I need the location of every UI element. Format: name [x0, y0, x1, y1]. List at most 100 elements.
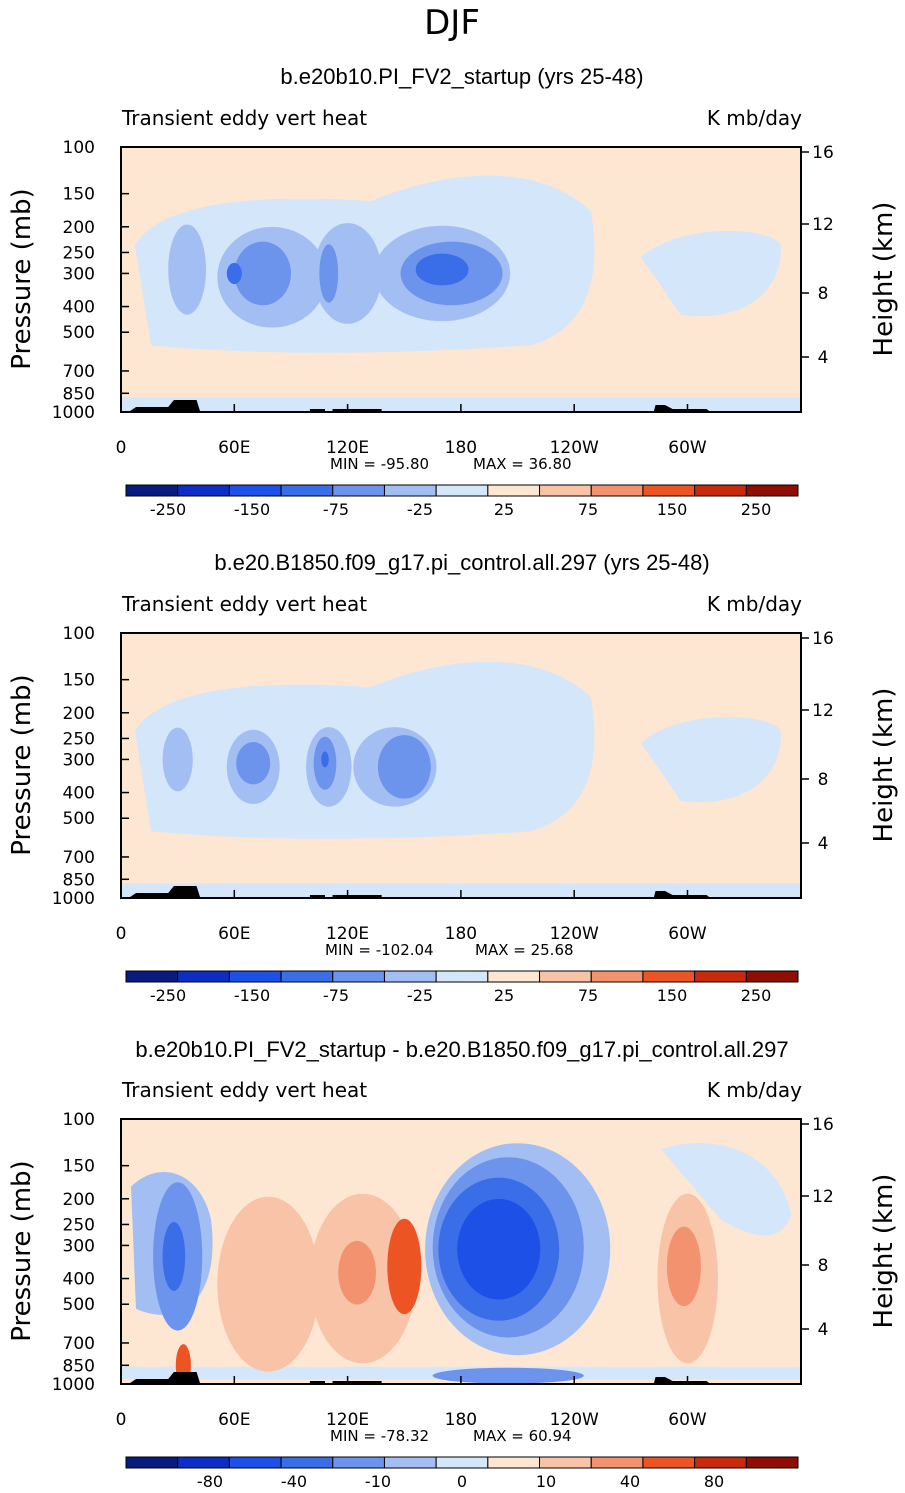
y2-tick-label: 4 [818, 834, 829, 854]
x-tick-label: 60E [218, 924, 250, 944]
colorbar-label: 250 [741, 986, 772, 1005]
y2-tick-label: 16 [812, 143, 834, 163]
colorbar-segment [177, 970, 230, 983]
colorbar-segment [177, 1456, 230, 1469]
colorbar-label: 10 [536, 1472, 556, 1491]
contour-region [387, 1218, 422, 1315]
contour-plot [121, 1119, 801, 1384]
colorbar-segment [745, 484, 799, 497]
colorbar-segment [332, 970, 385, 983]
colorbar-label: -150 [234, 500, 270, 519]
y-tick-label: 300 [63, 264, 95, 284]
x-tick-label: 60E [218, 1410, 250, 1430]
colorbar-label: 75 [578, 500, 598, 519]
contour-region [432, 1367, 584, 1384]
colorbar-segment [539, 1456, 592, 1469]
x-tick-label: 60E [218, 438, 250, 458]
season-title: DJF [424, 3, 480, 43]
contour-region [162, 727, 193, 792]
colorbar-segment [125, 1456, 179, 1469]
colorbar-segment [539, 484, 592, 497]
y-axis-title: Pressure (mb) [7, 1160, 37, 1341]
y-tick-label: 100 [63, 1110, 95, 1130]
y-tick-label: 1000 [52, 889, 95, 909]
y-tick-label: 150 [63, 185, 95, 205]
colorbar-labels: -250 -150 -75 -25 25 75 150 250 [150, 500, 771, 519]
y2-tick-label: 8 [818, 770, 829, 790]
y2-tick-label: 8 [818, 1256, 829, 1276]
min-label: MIN = -95.80 [330, 455, 429, 473]
colorbar-label: -150 [234, 986, 270, 1005]
y-tick-label: 250 [63, 729, 95, 749]
colorbar-label: -25 [407, 986, 433, 1005]
y-tick-label: 500 [63, 1295, 95, 1315]
x-tick-label: 0 [116, 1410, 127, 1430]
y2-axis: 16 12 8 4 [801, 629, 834, 854]
min-label: MIN = -78.32 [330, 1427, 429, 1445]
contour-region [236, 742, 271, 785]
colorbar-label: 25 [494, 500, 514, 519]
y-tick-label: 400 [63, 1270, 95, 1290]
weak-negative-region [641, 716, 781, 803]
topography [332, 1381, 382, 1384]
colorbar-segment [177, 484, 230, 497]
colorbar-segment [590, 1456, 644, 1469]
min-label: MIN = -102.04 [325, 941, 434, 959]
colorbar-label: -25 [407, 500, 433, 519]
y2-tick-label: 12 [812, 215, 834, 235]
y2-tick-label: 12 [812, 1187, 834, 1207]
colorbar-label: 40 [620, 1472, 640, 1491]
y-tick-label: 1000 [52, 1375, 95, 1395]
colorbar-label: -40 [281, 1472, 307, 1491]
y2-tick-label: 12 [812, 701, 834, 721]
left-label: Transient eddy vert heat [121, 1078, 367, 1102]
colorbar-segment [435, 970, 489, 983]
colorbar-segment [642, 484, 696, 497]
colorbar-segment [590, 970, 644, 983]
colorbar-segment [642, 970, 696, 983]
colorbar-label: 0 [457, 1472, 467, 1491]
max-label: MAX = 25.68 [475, 941, 574, 959]
colorbar-segment [125, 484, 179, 497]
y-tick-label: 400 [63, 298, 95, 318]
topography [332, 895, 382, 898]
colorbar-segment [694, 484, 747, 497]
contour-region [338, 1240, 376, 1305]
y-tick-label: 200 [63, 704, 95, 724]
y-tick-label: 700 [63, 362, 95, 382]
colorbar-segment [539, 970, 592, 983]
y2-axis-title: Height (km) [869, 202, 899, 357]
x-tick-label: 0 [116, 438, 127, 458]
contour-region [168, 224, 206, 315]
colorbar-label: 80 [704, 1472, 724, 1491]
y-tick-label: 250 [63, 1215, 95, 1235]
right-label: K mb/day [707, 592, 802, 616]
colorbar-segment [228, 484, 282, 497]
y-axis-title: Pressure (mb) [7, 674, 37, 855]
colorbar-label: -75 [323, 986, 349, 1005]
y-tick-label: 300 [63, 750, 95, 770]
colorbar-label: -250 [150, 986, 186, 1005]
weak-negative-region [661, 1143, 791, 1236]
colorbar-segment [745, 1456, 799, 1469]
contour-region [217, 1196, 320, 1372]
colorbar-segment [332, 1456, 385, 1469]
colorbar-label: -250 [150, 500, 186, 519]
colorbar-segment [280, 484, 334, 497]
colorbar-segment [435, 1456, 489, 1469]
topography [653, 1377, 711, 1384]
y2-tick-label: 4 [818, 1320, 829, 1340]
colorbar-segment [280, 1456, 334, 1469]
x-tick-label: 180 [445, 924, 477, 944]
colorbar-segment [487, 970, 541, 983]
panel-1: b.e20b10.PI_FV2_startup (yrs 25-48) Tran… [7, 64, 899, 519]
y-tick-label: 150 [63, 1157, 95, 1177]
colorbar [125, 970, 799, 983]
topography [128, 886, 201, 898]
contour-plot [121, 147, 801, 412]
x-axis: 0 60E 120E 180 120W 60W [116, 890, 707, 944]
